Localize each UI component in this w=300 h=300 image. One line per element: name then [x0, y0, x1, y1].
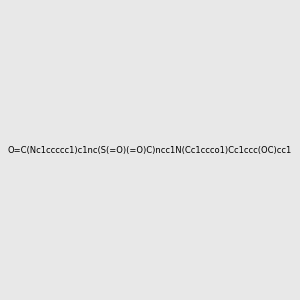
Text: O=C(Nc1ccccc1)c1nc(S(=O)(=O)C)ncc1N(Cc1ccco1)Cc1ccc(OC)cc1: O=C(Nc1ccccc1)c1nc(S(=O)(=O)C)ncc1N(Cc1c… — [8, 146, 292, 154]
